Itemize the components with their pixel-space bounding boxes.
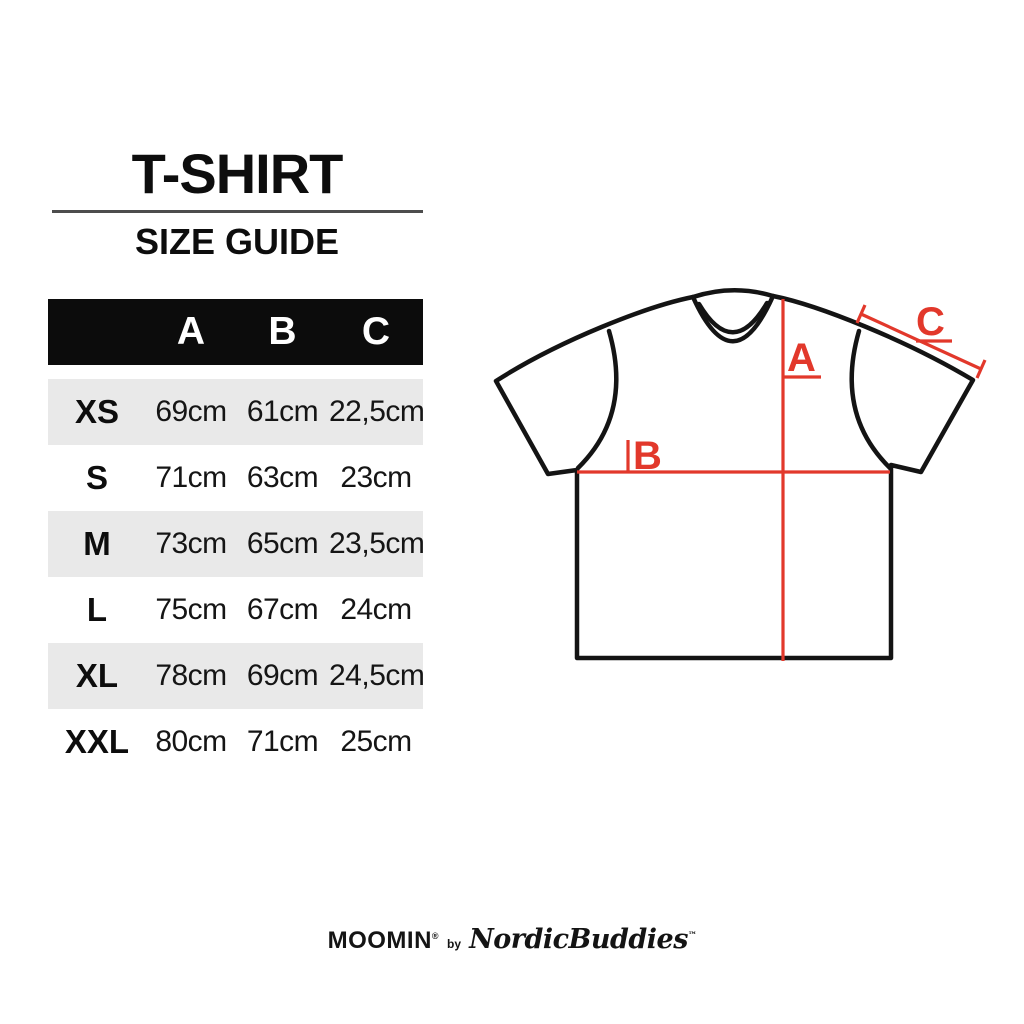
by-label: by [447, 937, 462, 951]
moomin-trademark: ® [431, 931, 440, 941]
left-armhole-seam [575, 328, 619, 471]
size-label: XXL [64, 723, 130, 760]
size-label: XL [75, 657, 119, 694]
value-c: 24cm [340, 593, 412, 626]
value-a: 69cm [155, 395, 227, 428]
table-row-xs: XS 69cm 61cm 22,5cm [48, 379, 425, 445]
value-b: 71cm [246, 725, 319, 758]
table-row-l: L 75cm 67cm 24cm [48, 577, 423, 643]
size-label: XS [74, 393, 120, 430]
value-a: 80cm [155, 725, 227, 758]
tshirt-diagram: A B C [493, 288, 987, 661]
value-a: 73cm [155, 527, 227, 560]
width-label-b: B [633, 434, 662, 478]
size-label: S [85, 459, 108, 496]
value-b: 61cm [246, 395, 319, 428]
column-header-b: B [268, 310, 297, 353]
value-a: 75cm [155, 593, 227, 626]
column-header-c: C [361, 310, 391, 353]
size-table: A B C XS 69cm 61cm 22,5cm S 71cm 63cm 23… [48, 299, 425, 775]
value-a: 78cm [155, 659, 227, 692]
brand-footer: MOOMIN® by NordicBuddies™ [0, 924, 1024, 955]
collar-back-line [690, 288, 776, 300]
right-armhole-seam [849, 328, 893, 471]
nordicbuddies-trademark: ™ [687, 931, 697, 941]
page-title: T-SHIRT [131, 142, 344, 205]
title-divider [52, 210, 423, 213]
sleeve-line-c-end-cap [975, 359, 987, 379]
nordicbuddies-logo: NordicBuddies™ [469, 924, 697, 955]
sleeve-line-c-start-cap [855, 304, 867, 324]
value-c: 22,5cm [329, 395, 425, 428]
moomin-logo: MOOMIN® [327, 927, 440, 954]
table-header-row: A B C [48, 299, 423, 365]
value-b: 63cm [246, 461, 319, 494]
size-label: M [83, 525, 111, 562]
table-row-s: S 71cm 63cm 23cm [48, 445, 423, 511]
sleeve-label-c: C [916, 300, 945, 344]
value-b: 69cm [246, 659, 319, 692]
page-subtitle: SIZE GUIDE [134, 221, 340, 262]
tshirt-outline [493, 293, 976, 661]
column-header-a: A [176, 310, 206, 353]
size-label: L [86, 591, 108, 628]
value-c: 23,5cm [329, 527, 425, 560]
value-b: 67cm [246, 593, 319, 626]
table-row-m: M 73cm 65cm 23,5cm [48, 511, 425, 577]
value-c: 23cm [340, 461, 412, 494]
value-c: 25cm [340, 725, 412, 758]
value-c: 24,5cm [329, 659, 425, 692]
value-b: 65cm [246, 527, 319, 560]
length-label-a: A [787, 336, 816, 380]
collar-inner-line [696, 300, 770, 335]
table-row-xxl: XXL 80cm 71cm 25cm [48, 709, 423, 775]
value-a: 71cm [155, 461, 227, 494]
table-row-xl: XL 78cm 69cm 24,5cm [48, 643, 425, 709]
